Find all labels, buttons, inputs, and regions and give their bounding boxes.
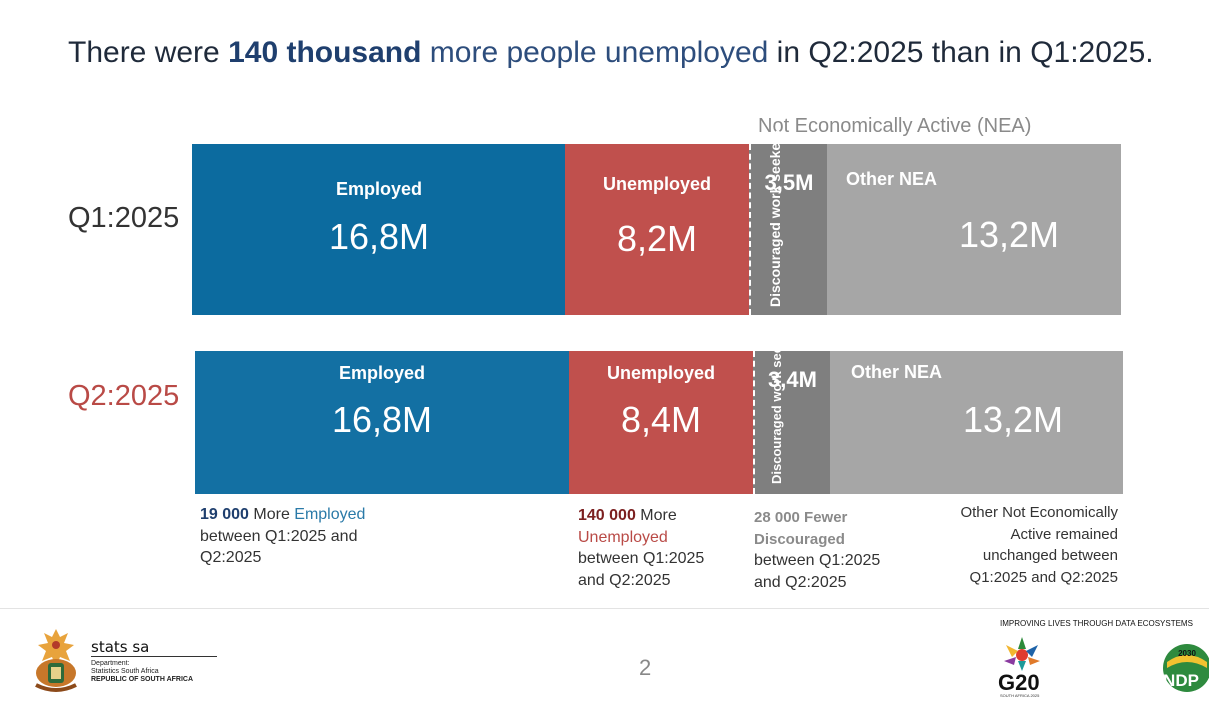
- segment-value: 3,5M: [764, 170, 814, 195]
- segment-title: Employed: [335, 179, 423, 199]
- note-number: 28 000 Fewer: [754, 509, 848, 526]
- page-title: There were 140 thousand more people unem…: [68, 36, 1154, 70]
- title-part: There were: [68, 36, 229, 69]
- segment-value: 16,8M: [331, 399, 433, 440]
- note-text: between Q1:2025 and Q2:2025: [200, 527, 358, 567]
- segment-discouraged-q2: 3,4M Discouraged work seekers: [753, 319, 830, 494]
- note-text: between Q1:2025 and Q2:2025: [754, 552, 881, 591]
- note-number: 140 000: [578, 507, 636, 524]
- note-discouraged: 28 000 Fewer Discouraged between Q1:2025…: [754, 507, 904, 593]
- org-line: Department:: [91, 660, 130, 667]
- segment-title: Unemployed: [602, 174, 712, 194]
- org-divider: [91, 656, 217, 657]
- segment-unemployed-q2: Unemployed 8,4M: [569, 351, 753, 494]
- org-line: REPUBLIC OF SOUTH AFRICA: [91, 676, 194, 683]
- note-category: Unemployed: [578, 528, 668, 546]
- segment-title: Other NEA: [846, 169, 938, 189]
- segment-value: 8,4M: [620, 399, 702, 440]
- page-number: 2: [639, 655, 652, 680]
- org-subtitle: Department: Statistics South Africa REPU…: [91, 660, 193, 684]
- ndp-text: NDP: [1163, 671, 1199, 690]
- org-line: Statistics South Africa: [91, 668, 159, 675]
- note-text: between Q1:2025 and Q2:2025: [578, 550, 705, 589]
- tagline: IMPROVING LIVES THROUGH DATA ECOSYSTEMS: [1000, 619, 1193, 628]
- note-other-nea: Other Not Economically Active remained u…: [960, 504, 1118, 586]
- segment-value: 16,8M: [328, 216, 430, 257]
- segment-value: 3,4M: [768, 367, 817, 392]
- segment-title: Employed: [338, 363, 426, 383]
- note-category: Employed: [294, 506, 366, 523]
- note-number: 19 000: [200, 506, 249, 523]
- org-name: stats sa: [91, 638, 150, 656]
- row-label-q2: Q2:2025: [68, 380, 180, 412]
- segment-vertical-label: Discouraged work seekers: [767, 129, 783, 307]
- coat-of-arms-logo: [30, 625, 82, 695]
- segment-value: 13,2M: [962, 399, 1063, 440]
- title-highlight: 140 thousand: [228, 36, 422, 69]
- ndp-logo: 2030 NDP: [1157, 642, 1209, 694]
- note-category: Discouraged: [754, 530, 845, 548]
- title-part: in Q2:2025 than in Q1:2025.: [768, 36, 1154, 69]
- segment-title: Unemployed: [606, 363, 716, 383]
- segment-vertical-label: Discouraged work seekers: [769, 319, 784, 484]
- note-unemployed: 140 000 More Unemployed between Q1:2025 …: [578, 505, 728, 591]
- ndp-year: 2030: [1178, 649, 1196, 658]
- segment-value: 13,2M: [958, 214, 1059, 255]
- note-text: More: [635, 507, 677, 524]
- note-employed: 19 000 More Employed between Q1:2025 and…: [200, 504, 410, 569]
- g20-subtitle: SOUTH AFRICA 2025: [1000, 693, 1040, 698]
- segment-value: 8,2M: [616, 218, 698, 259]
- g20-flower-logo: [1000, 635, 1044, 673]
- title-part: more people unemployed: [421, 36, 769, 69]
- segment-other-nea-q2: Other NEA 13,2M: [830, 351, 1123, 494]
- g20-logo-text: G20: [998, 670, 1040, 695]
- note-text: More: [248, 506, 295, 523]
- footer-divider: [0, 608, 1209, 609]
- nea-label: Not Economically Active (NEA): [758, 115, 1032, 137]
- segment-unemployed-q1: Unemployed 8,2M: [565, 144, 749, 315]
- segment-employed-q2: Employed 16,8M: [195, 351, 569, 494]
- segment-employed-q1: Employed 16,8M: [192, 144, 566, 315]
- segment-discouraged-q1: 3,5M Discouraged work seekers: [749, 129, 827, 315]
- row-label-q1: Q1:2025: [68, 202, 180, 234]
- segment-title: Other NEA: [851, 362, 943, 382]
- segment-other-nea-q1: Other NEA 13,2M: [827, 144, 1121, 315]
